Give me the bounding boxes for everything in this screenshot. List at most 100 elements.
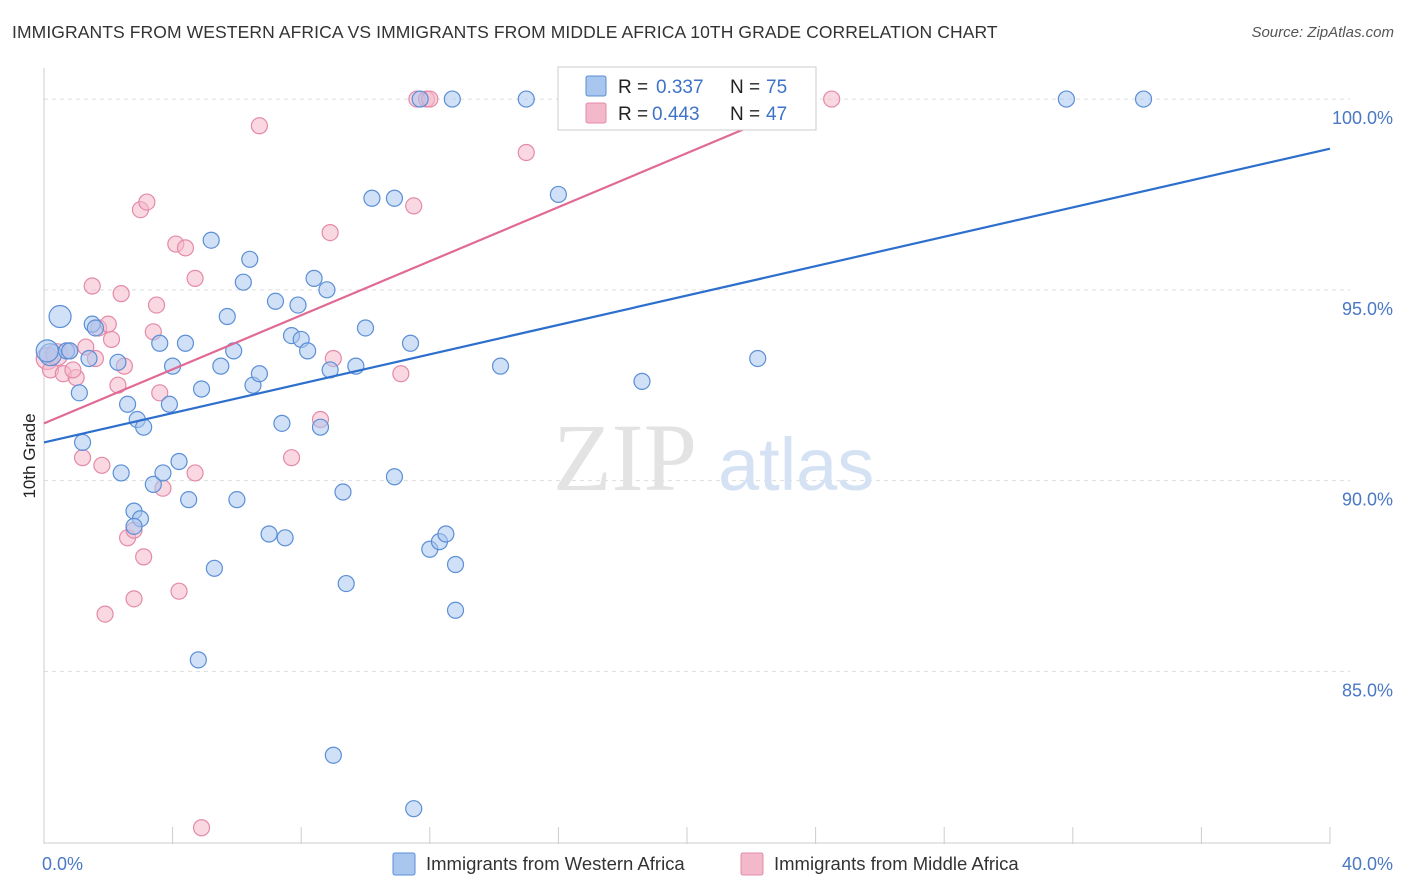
middle-africa-point-29 (186, 464, 204, 482)
western-africa-point-24 (180, 491, 198, 509)
western-africa-point-25 (189, 651, 207, 669)
western-africa-point-34 (241, 250, 259, 268)
western-africa-point-64 (446, 555, 465, 574)
legend-n-label-1: N = (730, 104, 760, 125)
western-africa-point-9 (109, 353, 127, 371)
series-legend-swatch-blue (392, 852, 416, 876)
western-africa-point-47 (318, 281, 336, 299)
legend-r-value-1: 0.443 (652, 104, 700, 125)
western-africa-point-59 (411, 90, 429, 108)
western-africa-point-51 (337, 574, 355, 593)
western-africa-point-10 (112, 464, 130, 482)
western-africa-point-55 (385, 189, 404, 207)
western-africa-point-26 (192, 380, 211, 398)
watermark-zip: ZIP (553, 404, 697, 511)
legend-n-value-1: 47 (766, 104, 787, 125)
middle-africa-point-7 (83, 277, 101, 295)
series-legend: Immigrants from Western Africa Immigrant… (392, 852, 1019, 876)
middle-africa-point-23 (151, 384, 169, 402)
western-africa-point-63 (443, 90, 461, 108)
y-tick-label-90: 90.0% (1342, 490, 1393, 510)
middle-africa-point-13 (112, 285, 130, 303)
axes (43, 68, 1331, 844)
western-africa-point-1 (48, 304, 72, 329)
middle-africa-point-19 (135, 548, 153, 566)
grid-lines (44, 98, 1350, 672)
legend-r-label-0: R = (618, 77, 648, 98)
western-africa-point-19 (154, 464, 172, 482)
y-tick-label-95: 95.0% (1342, 299, 1393, 319)
western-africa-point-49 (324, 746, 342, 764)
middle-africa-point-37 (405, 197, 423, 215)
middle-africa-point-9 (93, 456, 111, 474)
western-africa-point-16 (125, 517, 143, 535)
western-africa-point-45 (305, 269, 323, 287)
middle-africa-point-26 (170, 582, 188, 600)
western-africa-point-32 (228, 491, 246, 509)
middle-africa-point-31 (250, 117, 269, 135)
western-africa-point-54 (363, 189, 381, 207)
western-africa-point-17 (144, 475, 162, 493)
western-africa-point-72 (1057, 90, 1075, 108)
points-western-africa (35, 90, 1153, 818)
western-africa-point-8 (80, 349, 98, 368)
y-axis-label: 10th Grade (20, 413, 39, 498)
western-africa-point-65 (446, 601, 465, 619)
y-tick-label-85: 85.0% (1342, 680, 1393, 700)
stats-legend: R = 0.337 N = 75 R = 0.443 N = 47 (557, 66, 817, 131)
western-africa-point-27 (202, 231, 220, 249)
western-africa-point-56 (385, 468, 404, 486)
trend-line-middle-africa (43, 98, 817, 425)
western-africa-point-36 (250, 365, 269, 383)
western-africa-point-40 (276, 529, 294, 547)
western-africa-point-53 (356, 319, 375, 337)
western-africa-point-23 (176, 334, 195, 352)
watermark-atlas: atlas (718, 423, 874, 506)
western-africa-point-20 (160, 395, 178, 413)
middle-africa-point-22 (147, 296, 166, 314)
middle-africa-point-32 (282, 449, 301, 467)
legend-n-label-0: N = (730, 77, 760, 98)
western-africa-point-73 (1134, 90, 1153, 108)
middle-africa-point-20 (138, 193, 156, 211)
western-africa-point-29 (212, 357, 230, 375)
western-africa-point-67 (517, 90, 535, 108)
western-africa-point-28 (205, 559, 223, 577)
western-africa-point-39 (273, 414, 291, 432)
trend-line-western-africa (43, 147, 1331, 444)
middle-africa-point-10 (96, 605, 114, 623)
western-africa-point-66 (491, 357, 510, 375)
western-africa-point-30 (218, 307, 236, 326)
western-africa-point-57 (401, 334, 420, 352)
x-tick-label-0: 0.0% (42, 854, 83, 874)
western-africa-point-70 (633, 372, 651, 390)
middle-africa-point-11 (102, 330, 121, 349)
source-credit: Source: ZipAtlas.com (1251, 24, 1394, 41)
western-africa-point-18 (151, 334, 169, 352)
western-africa-point-46 (311, 418, 330, 436)
series-legend-swatch-pink (740, 852, 764, 876)
middle-africa-point-44 (64, 361, 82, 379)
middle-africa-point-34 (321, 224, 339, 242)
western-africa-point-42 (289, 296, 307, 314)
western-africa-point-22 (170, 452, 188, 471)
western-africa-point-4 (70, 384, 88, 402)
middle-africa-point-41 (517, 143, 535, 162)
legend-n-value-0: 75 (766, 77, 787, 98)
western-africa-point-3 (61, 342, 79, 360)
middle-africa-point-30 (192, 819, 211, 837)
western-africa-point-7 (86, 319, 105, 337)
middle-africa-point-27 (176, 239, 195, 257)
middle-africa-point-17 (125, 590, 143, 608)
western-africa-point-71 (749, 349, 767, 368)
western-africa-point-33 (234, 273, 252, 291)
middle-africa-point-36 (392, 365, 410, 383)
western-africa-point-37 (260, 525, 278, 543)
western-africa-point-5 (73, 433, 92, 452)
middle-africa-point-42 (823, 90, 841, 108)
trend-lines (43, 98, 1331, 444)
legend-swatch-blue (585, 75, 607, 97)
western-africa-point-44 (299, 342, 317, 360)
western-africa-point-50 (334, 483, 352, 501)
